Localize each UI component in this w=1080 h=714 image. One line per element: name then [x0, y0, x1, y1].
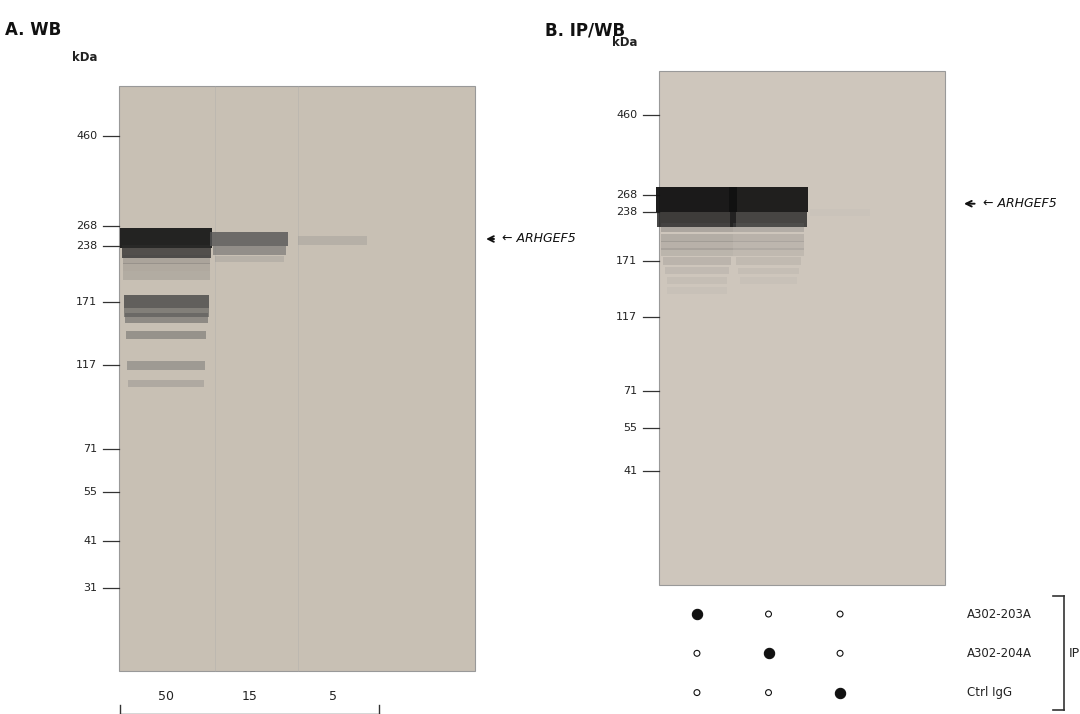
Text: 31: 31 [83, 583, 97, 593]
Text: 268: 268 [616, 190, 637, 200]
Text: 41: 41 [83, 536, 97, 546]
Text: 41: 41 [623, 466, 637, 476]
Bar [123, 255, 210, 263]
Text: 15: 15 [242, 690, 257, 703]
Text: 238: 238 [616, 207, 637, 217]
Bar [658, 211, 737, 227]
Text: 50: 50 [159, 690, 174, 703]
Bar [659, 71, 945, 585]
Point [760, 687, 778, 698]
Bar [733, 233, 804, 242]
Bar [661, 233, 733, 242]
Text: ← ARHGEF5: ← ARHGEF5 [502, 233, 576, 246]
Bar [730, 211, 807, 227]
Point [688, 608, 705, 620]
Bar [126, 331, 206, 339]
Point [832, 687, 849, 698]
Bar [124, 308, 208, 316]
Bar [737, 258, 801, 265]
Point [688, 687, 705, 698]
Bar [127, 361, 205, 370]
Text: 460: 460 [616, 110, 637, 120]
Bar [661, 223, 733, 231]
Bar [733, 241, 804, 250]
Bar [738, 268, 799, 274]
Bar [123, 271, 210, 280]
Bar [810, 208, 870, 216]
Text: 117: 117 [76, 361, 97, 371]
Bar [213, 246, 286, 255]
Bar [661, 241, 733, 250]
Text: kDa: kDa [611, 36, 637, 49]
Bar [123, 263, 210, 271]
Bar [733, 223, 804, 231]
Point [688, 648, 705, 659]
Text: 5: 5 [328, 690, 337, 703]
Text: 71: 71 [83, 444, 97, 454]
Bar [119, 86, 475, 671]
Text: IP: IP [1069, 647, 1080, 660]
Point [760, 608, 778, 620]
Text: 171: 171 [76, 296, 97, 306]
Bar [215, 256, 284, 262]
Bar [211, 232, 288, 246]
Text: 55: 55 [83, 487, 97, 497]
Text: 55: 55 [623, 423, 637, 433]
Text: 71: 71 [623, 386, 637, 396]
Bar [662, 258, 731, 265]
Point [760, 648, 778, 659]
Text: B. IP/WB: B. IP/WB [545, 21, 625, 39]
Bar [129, 380, 204, 387]
Bar [122, 246, 211, 258]
Point [832, 608, 849, 620]
Text: A. WB: A. WB [5, 21, 62, 39]
Bar [661, 248, 733, 256]
Bar [125, 313, 207, 323]
Bar [729, 187, 808, 212]
Bar [666, 287, 727, 293]
Text: Ctrl IgG: Ctrl IgG [967, 686, 1012, 699]
Bar [666, 277, 727, 283]
Text: 117: 117 [616, 312, 637, 322]
Text: A302-203A: A302-203A [967, 608, 1031, 620]
Bar [298, 236, 367, 245]
Text: A302-204A: A302-204A [967, 647, 1031, 660]
Bar [740, 277, 797, 283]
Bar [657, 187, 738, 212]
Bar [124, 295, 208, 308]
Text: 171: 171 [616, 256, 637, 266]
Text: 460: 460 [76, 131, 97, 141]
Bar [733, 248, 804, 256]
Text: kDa: kDa [71, 51, 97, 64]
Text: 268: 268 [76, 221, 97, 231]
Bar [664, 267, 729, 274]
Text: 238: 238 [76, 241, 97, 251]
Bar [120, 228, 213, 248]
Point [832, 648, 849, 659]
Text: ← ARHGEF5: ← ARHGEF5 [983, 197, 1056, 210]
